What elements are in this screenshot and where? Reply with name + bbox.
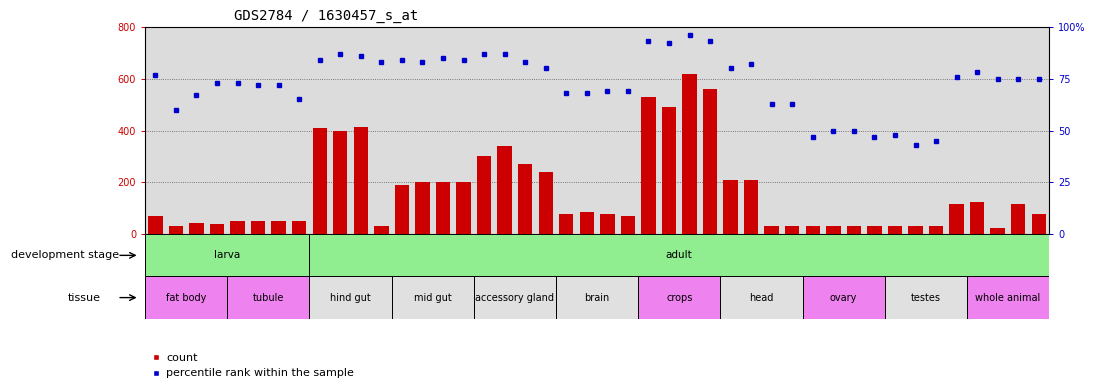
Bar bbox=[190, 223, 203, 234]
Bar bbox=[682, 73, 696, 234]
Bar bbox=[230, 221, 244, 234]
Text: whole animal: whole animal bbox=[975, 293, 1040, 303]
Bar bbox=[477, 157, 491, 234]
Text: tissue: tissue bbox=[67, 293, 100, 303]
Text: fat body: fat body bbox=[166, 293, 206, 303]
Bar bbox=[764, 227, 779, 234]
Bar bbox=[415, 182, 430, 234]
Bar bbox=[662, 107, 676, 234]
Bar bbox=[559, 214, 574, 234]
Text: tubule: tubule bbox=[252, 293, 285, 303]
Bar bbox=[518, 164, 532, 234]
Bar bbox=[395, 185, 410, 234]
Bar bbox=[148, 216, 163, 234]
Bar bbox=[251, 221, 266, 234]
Bar bbox=[720, 276, 802, 319]
Bar bbox=[292, 221, 307, 234]
Bar bbox=[556, 276, 638, 319]
Bar bbox=[867, 227, 882, 234]
Bar bbox=[744, 180, 759, 234]
Bar bbox=[271, 221, 286, 234]
Text: brain: brain bbox=[585, 293, 609, 303]
Bar bbox=[309, 276, 392, 319]
Bar bbox=[333, 131, 347, 234]
Bar bbox=[312, 128, 327, 234]
Bar bbox=[991, 228, 1004, 234]
Bar bbox=[723, 180, 738, 234]
Bar bbox=[210, 224, 224, 234]
Bar bbox=[642, 97, 655, 234]
Bar bbox=[456, 182, 471, 234]
Bar bbox=[966, 276, 1049, 319]
Bar bbox=[929, 227, 943, 234]
Text: ovary: ovary bbox=[830, 293, 857, 303]
Bar bbox=[392, 276, 474, 319]
Bar bbox=[908, 227, 923, 234]
Bar bbox=[703, 89, 718, 234]
Bar bbox=[145, 276, 228, 319]
Bar bbox=[885, 276, 966, 319]
Bar bbox=[785, 227, 799, 234]
Text: larva: larva bbox=[214, 250, 240, 260]
Bar bbox=[354, 127, 368, 234]
Bar bbox=[802, 276, 885, 319]
Bar bbox=[620, 216, 635, 234]
Text: adult: adult bbox=[666, 250, 693, 260]
Bar bbox=[374, 227, 388, 234]
Text: crops: crops bbox=[666, 293, 692, 303]
Bar bbox=[1031, 214, 1046, 234]
Bar bbox=[435, 182, 450, 234]
Text: hind gut: hind gut bbox=[330, 293, 371, 303]
Bar bbox=[228, 276, 309, 319]
Bar bbox=[474, 276, 556, 319]
Bar bbox=[638, 276, 720, 319]
Text: development stage: development stage bbox=[11, 250, 119, 260]
Bar bbox=[498, 146, 512, 234]
Text: GDS2784 / 1630457_s_at: GDS2784 / 1630457_s_at bbox=[234, 9, 418, 23]
Text: mid gut: mid gut bbox=[414, 293, 452, 303]
Bar bbox=[169, 227, 183, 234]
Bar bbox=[539, 172, 552, 234]
Bar bbox=[950, 204, 964, 234]
Bar bbox=[309, 234, 1049, 276]
Text: testes: testes bbox=[911, 293, 941, 303]
Bar bbox=[970, 202, 984, 234]
Text: accessory gland: accessory gland bbox=[475, 293, 555, 303]
Bar bbox=[1011, 204, 1026, 234]
Bar bbox=[600, 214, 615, 234]
Text: head: head bbox=[749, 293, 773, 303]
Legend: count, percentile rank within the sample: count, percentile rank within the sample bbox=[151, 353, 354, 379]
Bar bbox=[847, 227, 862, 234]
Bar bbox=[826, 227, 840, 234]
Bar bbox=[579, 212, 594, 234]
Bar bbox=[145, 234, 309, 276]
Bar bbox=[806, 227, 820, 234]
Bar bbox=[887, 227, 902, 234]
